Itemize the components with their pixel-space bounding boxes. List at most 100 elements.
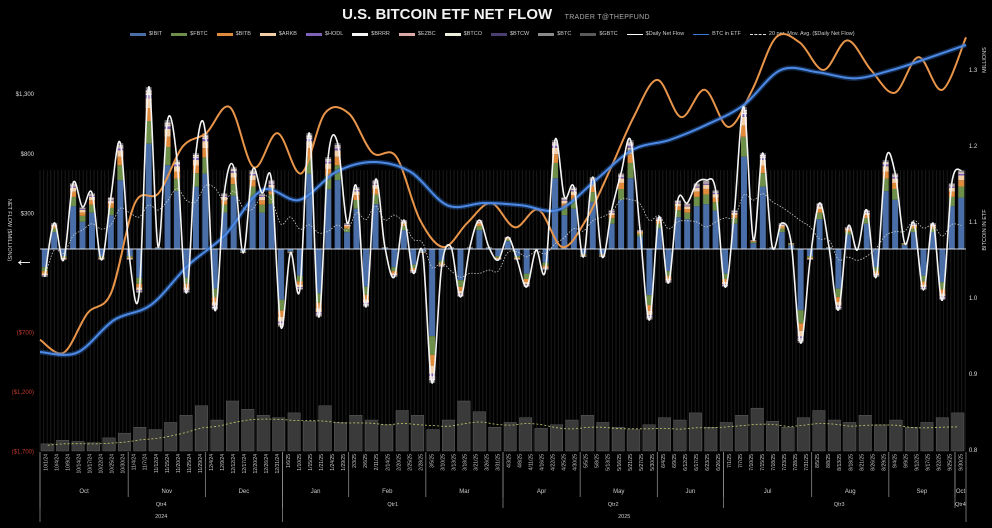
quarter-label: Qtr1 xyxy=(387,502,398,508)
bar-segment-ibit xyxy=(334,180,341,249)
bar-segment-bitb xyxy=(665,275,672,279)
bar-segment-hodl xyxy=(816,205,823,207)
bottom-bar xyxy=(334,422,347,452)
x-tick-label: 9/4/25 xyxy=(892,454,898,468)
bar-segment-fbtc xyxy=(731,218,738,224)
bar-segment-fbtc xyxy=(362,286,369,295)
x-tick-label: 10/14/24 xyxy=(77,454,83,474)
bottom-bar xyxy=(812,410,826,452)
legend: $IBIT $FBTC $BITB $ARKB $HODL $BRRR $EZBC $BTCO… xyxy=(130,31,855,37)
bar-segment-hodl xyxy=(476,221,483,222)
bottom-bar xyxy=(364,419,378,452)
bar-segment-bitb xyxy=(88,200,95,205)
bar-segment-fbtc xyxy=(51,228,58,233)
bar-segment-arkb xyxy=(88,196,95,201)
bar-segment-bitb xyxy=(362,294,369,300)
bar-segment-hodl xyxy=(551,145,558,148)
x-tick-label: 1/15/25 xyxy=(308,454,314,471)
bottom-bar xyxy=(442,419,455,452)
bottom-bar xyxy=(766,421,779,452)
bar-segment-ibit xyxy=(514,249,521,257)
bar-segment-ibit xyxy=(684,219,691,249)
bar-segment-bitb xyxy=(221,200,228,205)
bar-segment-fbtc xyxy=(627,162,634,179)
bottom-bar xyxy=(380,424,394,452)
bar-segment-bitb xyxy=(70,191,77,197)
bar-segment-hodl xyxy=(145,95,152,99)
bar-segment-bitb xyxy=(911,226,918,229)
x-tick-label: 2/3/25 xyxy=(352,454,358,468)
bar-segment-ibit xyxy=(778,232,785,249)
bar-segment-ezbc xyxy=(958,172,965,174)
bar-segment-brrr xyxy=(145,93,152,96)
bar-segment-fbtc xyxy=(400,226,407,231)
left-arrow-icon[interactable]: ← xyxy=(14,249,34,271)
bottom-bars xyxy=(40,400,965,452)
bar-segment-hodl xyxy=(920,287,927,288)
bar-segment-brrr xyxy=(618,176,625,177)
bar-segment-bitb xyxy=(693,191,700,197)
bar-segment-fbtc xyxy=(88,204,95,213)
bottom-bar xyxy=(550,424,563,452)
bottom-bar xyxy=(71,441,85,452)
bar-segment-ibit xyxy=(79,221,86,249)
bar-segment-hodl xyxy=(334,148,341,151)
bar-segment-bitb xyxy=(98,257,105,259)
x-tick-label: 6/9/25 xyxy=(672,454,678,468)
bar-segment-hodl xyxy=(117,148,124,151)
bar-segment-fbtc xyxy=(136,277,143,284)
bottom-bar xyxy=(704,426,718,452)
bar-segment-fbtc xyxy=(580,254,587,256)
background-gridlines xyxy=(39,170,966,451)
x-tick-label: 10/9/24 xyxy=(66,454,72,471)
bar-segment-bitb xyxy=(315,302,322,309)
x-tick-label: 8/13/25 xyxy=(837,454,843,471)
legend-item: $FBTC xyxy=(171,31,208,37)
bar-segment-bitb xyxy=(627,154,634,163)
bar-segment-fbtc xyxy=(646,295,653,306)
legend-swatch xyxy=(444,32,461,36)
bottom-bar xyxy=(133,426,147,452)
x-tick-label: 12/17/24 xyxy=(242,454,248,474)
bar-segment-brrr xyxy=(561,199,568,200)
bar-segment-bitb xyxy=(51,226,58,229)
bottom-bar xyxy=(920,422,934,452)
bar-segment-bitb xyxy=(958,180,965,187)
bottom-bar xyxy=(56,440,70,452)
legend-item: BTC in ETF xyxy=(693,31,741,37)
bar-segment-brrr xyxy=(759,156,766,158)
bar-segment-fbtc xyxy=(939,282,946,290)
bar-segment-fbtc xyxy=(192,173,199,187)
x-tick-label: 5/5/25 xyxy=(584,454,590,468)
bar-segment-ibit xyxy=(901,245,908,249)
bar-segment-hodl xyxy=(561,199,568,201)
bar-segment-brrr xyxy=(703,182,710,184)
bar-segment-bitb xyxy=(712,197,719,203)
bar-segment-ibit xyxy=(580,249,587,255)
legend-label: $ARKB xyxy=(278,31,297,37)
bar-segment-fbtc xyxy=(259,204,266,213)
bar-segment-arkb xyxy=(929,224,936,227)
bar-segment-ezbc xyxy=(259,194,266,196)
bar-segment-bitb xyxy=(117,156,124,166)
bottom-bar xyxy=(519,417,533,452)
bottom-bar xyxy=(225,400,239,452)
bar-segment-bitb xyxy=(863,215,870,219)
bar-segment-arkb xyxy=(665,278,672,281)
bar-segment-ibit xyxy=(618,199,625,249)
legend-swatch xyxy=(352,32,369,36)
bar-segment-brrr xyxy=(589,179,596,181)
bar-segment-ibit xyxy=(731,223,738,249)
legend-label: $BITB xyxy=(235,31,251,37)
bar-segment-bitb xyxy=(759,165,766,174)
legend-item: 20 per. Mov. Avg. ($Daily Net Flow) xyxy=(749,31,855,37)
bar-segment-arkb xyxy=(816,206,823,210)
x-tick-label: 5/13/25 xyxy=(606,454,612,471)
bar-segment-ibit xyxy=(249,197,256,249)
bottom-bar xyxy=(611,426,625,452)
bar-segment-hodl xyxy=(259,195,266,197)
x-tick-label: 11/4/24 xyxy=(132,454,138,471)
bar-segment-fbtc xyxy=(655,223,662,229)
bar-segment-ezbc xyxy=(429,377,436,380)
